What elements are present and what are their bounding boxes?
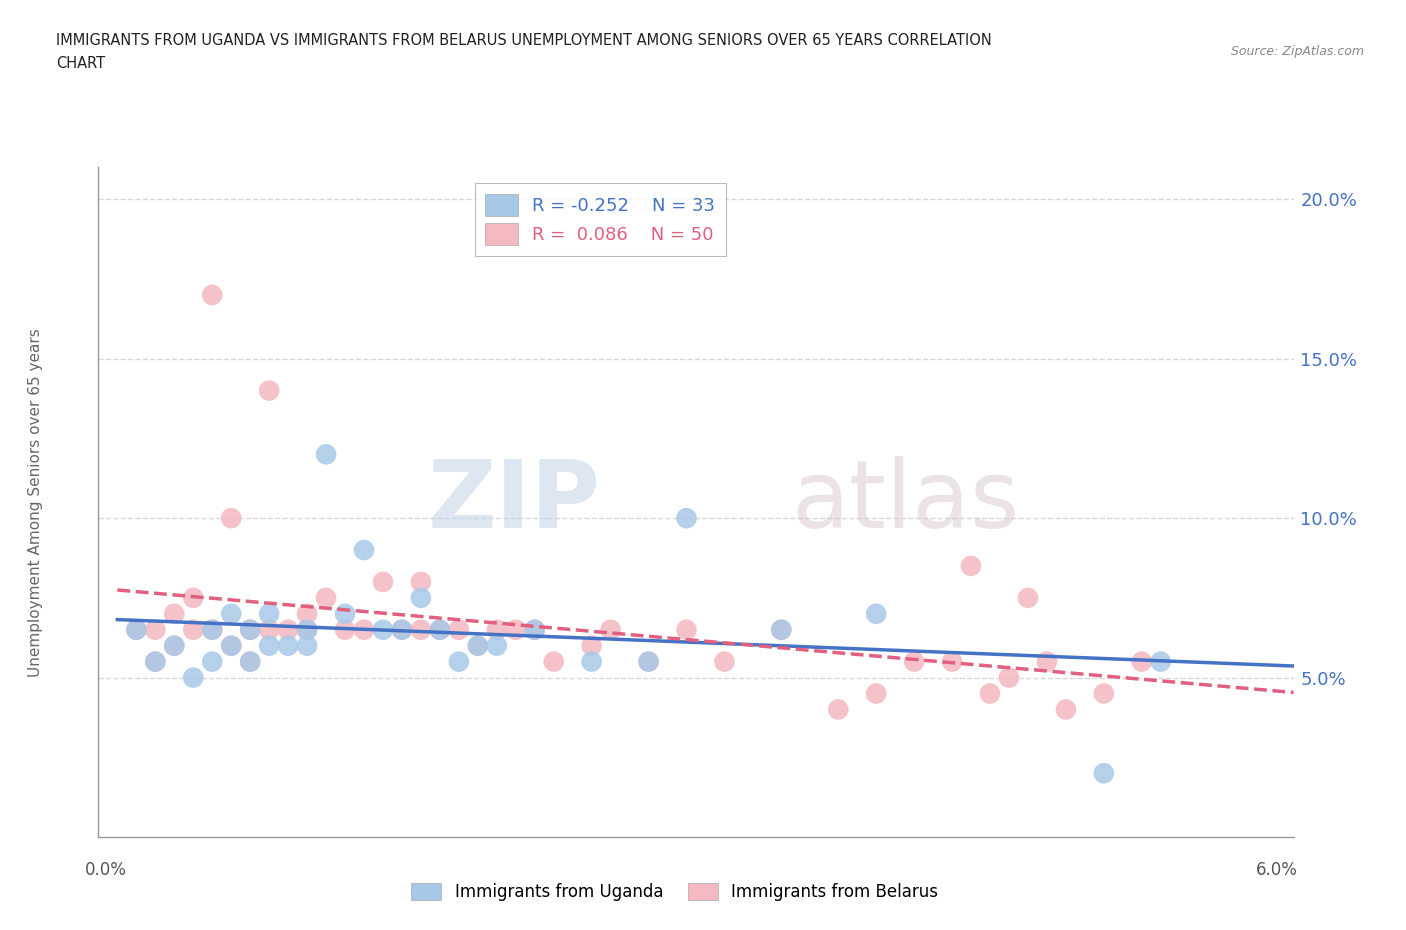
Point [637,654,659,669]
Point [353,542,375,557]
Point [295,622,318,637]
Point [485,622,508,637]
Point [409,591,432,605]
Point [409,575,432,590]
Point [219,638,242,653]
Point [277,622,299,637]
Point [257,383,280,398]
Point [201,287,224,302]
Point [409,622,432,637]
Point [371,622,394,637]
Point [181,671,204,685]
Point [295,638,318,653]
Point [1130,654,1153,669]
Point [675,622,697,637]
Point [143,654,166,669]
Point [239,654,262,669]
Point [770,622,793,637]
Point [239,654,262,669]
Point [143,654,166,669]
Point [599,622,621,637]
Legend: Immigrants from Uganda, Immigrants from Belarus: Immigrants from Uganda, Immigrants from … [405,876,945,908]
Point [770,622,793,637]
Point [960,559,983,574]
Point [467,638,489,653]
Point [125,622,148,637]
Point [163,638,186,653]
Point [239,622,262,637]
Point [239,622,262,637]
Point [315,447,337,462]
Point [941,654,963,669]
Point [581,638,603,653]
Point [429,622,451,637]
Text: 6.0%: 6.0% [1256,860,1298,879]
Point [257,622,280,637]
Point [333,606,356,621]
Point [713,654,735,669]
Point [1092,686,1115,701]
Point [181,622,204,637]
Point [371,575,394,590]
Point [865,606,887,621]
Point [163,606,186,621]
Point [143,622,166,637]
Point [581,654,603,669]
Point [1017,591,1039,605]
Text: ZIP: ZIP [427,457,600,548]
Point [201,622,224,637]
Point [429,622,451,637]
Point [125,622,148,637]
Point [315,591,337,605]
Point [827,702,849,717]
Point [277,638,299,653]
Point [257,638,280,653]
Point [1150,654,1173,669]
Point [219,511,242,525]
Point [979,686,1001,701]
Point [1092,765,1115,780]
Point [543,654,565,669]
Point [675,511,697,525]
Point [219,638,242,653]
Point [257,606,280,621]
Point [353,622,375,637]
Point [295,622,318,637]
Text: CHART: CHART [56,56,105,71]
Point [295,606,318,621]
Point [163,638,186,653]
Point [1036,654,1059,669]
Text: atlas: atlas [792,457,1019,548]
Text: IMMIGRANTS FROM UGANDA VS IMMIGRANTS FROM BELARUS UNEMPLOYMENT AMONG SENIORS OVE: IMMIGRANTS FROM UGANDA VS IMMIGRANTS FRO… [56,33,993,47]
Point [523,622,546,637]
Point [865,686,887,701]
Point [447,622,470,637]
Point [201,654,224,669]
Point [637,654,659,669]
Legend: R = -0.252    N = 33, R =  0.086    N = 50: R = -0.252 N = 33, R = 0.086 N = 50 [475,183,725,256]
Text: 0.0%: 0.0% [84,860,127,879]
Point [467,638,489,653]
Point [333,622,356,637]
Point [485,638,508,653]
Point [1054,702,1077,717]
Point [447,654,470,669]
Point [219,606,242,621]
Point [181,591,204,605]
Point [505,622,527,637]
Point [903,654,925,669]
Point [201,622,224,637]
Text: Source: ZipAtlas.com: Source: ZipAtlas.com [1230,45,1364,58]
Point [523,622,546,637]
Point [391,622,413,637]
Point [998,671,1021,685]
Point [391,622,413,637]
Text: Unemployment Among Seniors over 65 years: Unemployment Among Seniors over 65 years [28,328,42,677]
